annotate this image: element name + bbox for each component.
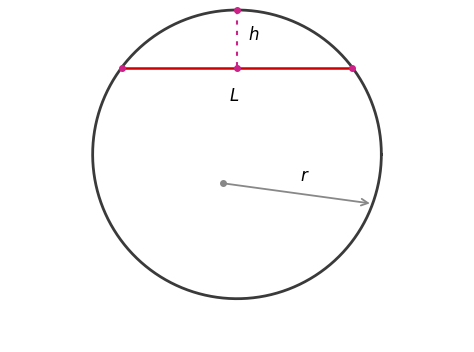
Text: L: L bbox=[229, 87, 239, 105]
Text: h: h bbox=[248, 26, 259, 44]
Text: r: r bbox=[300, 167, 307, 185]
